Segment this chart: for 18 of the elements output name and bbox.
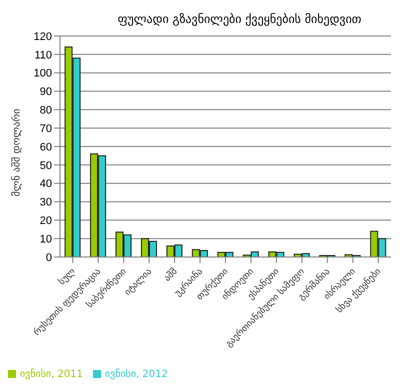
y-tick-label: 0	[46, 252, 52, 264]
y-tick-label: 50	[40, 160, 52, 172]
y-tick-label: 60	[40, 141, 52, 154]
y-tick-label: 30	[40, 196, 52, 209]
y-tick-label: 20	[40, 215, 52, 228]
y-tick-label: 100	[34, 68, 52, 80]
legend-label: ივნისი, 2012	[104, 369, 168, 380]
y-tick-label: 120	[34, 30, 52, 43]
y-tick-label: 110	[34, 49, 52, 62]
y-tick-label: 40	[40, 178, 52, 190]
y-tick-label: 10	[40, 233, 52, 246]
x-tick-label: აშშ	[162, 266, 180, 284]
y-tick-label: 80	[40, 104, 52, 117]
y-axis-title: მლნ აშშ დოლარი	[10, 108, 23, 196]
chart-title: ფულადი გზავნილები ქვეყნების მიხედვით	[116, 11, 362, 28]
y-tick-label: 90	[40, 86, 52, 98]
y-tick-label: 70	[40, 122, 52, 135]
legend-label: ივნისი, 2011	[20, 369, 83, 380]
